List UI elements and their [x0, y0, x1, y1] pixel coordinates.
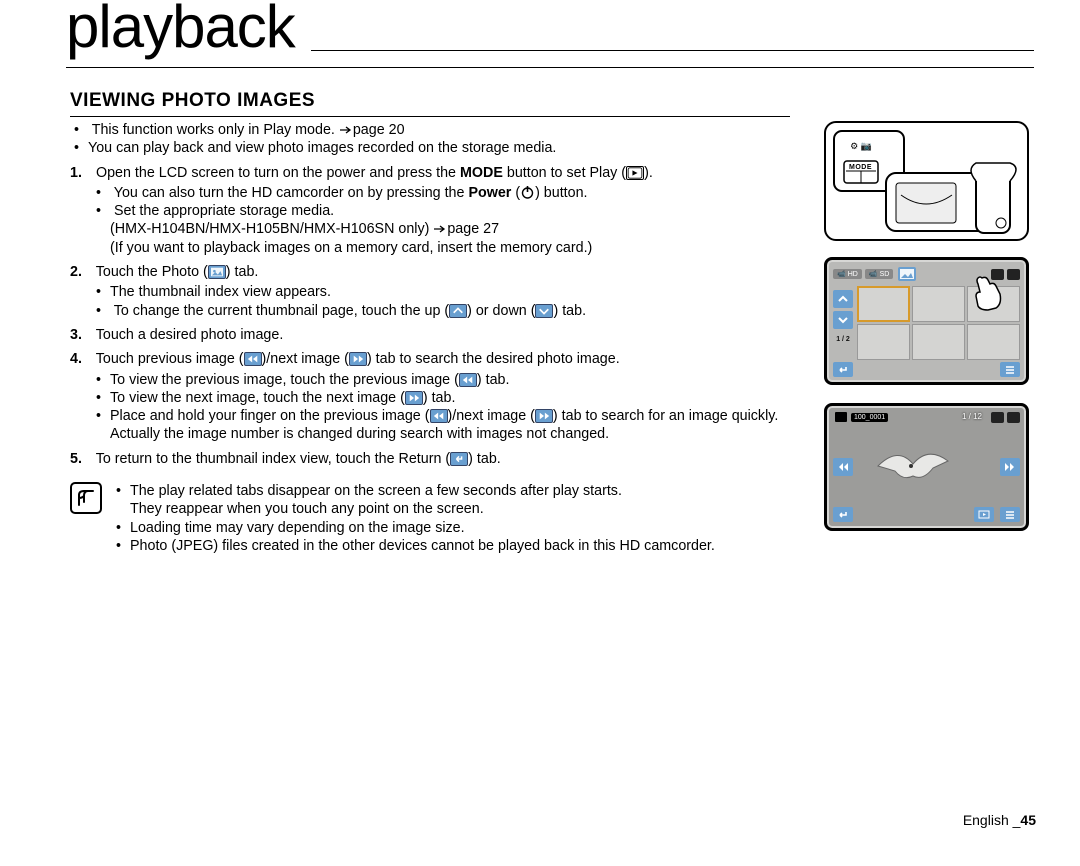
note-block: The play related tabs disappear on the s…: [70, 482, 814, 555]
step-4-sub-1: To view the previous image, touch the pr…: [110, 371, 814, 389]
mode-label: MODE: [460, 165, 503, 181]
body-text: This function works only in Play mode. p…: [70, 121, 824, 555]
note-1: The play related tabs disappear on the s…: [130, 482, 814, 519]
step-1-sub-2: Set the appropriate storage media. (HMX-…: [110, 202, 814, 257]
memory-icon: [991, 412, 1004, 423]
scroll-up-button: [833, 290, 853, 308]
step-4-sub-2: To view the next image, touch the next i…: [110, 389, 814, 407]
photo-mode-icon: [835, 412, 847, 422]
title-wrap: playback: [66, 33, 1040, 61]
thumbnail-screen-illustration: 📹HD 📹SD 1 / 2: [824, 257, 1029, 385]
intro-bullet-1: This function works only in Play mode. p…: [88, 121, 814, 139]
scroll-down-button: [833, 311, 853, 329]
steps-list: 1. Open the LCD screen to turn on the po…: [70, 164, 814, 468]
thumb-cell: [857, 324, 910, 360]
illustration-column: ⚙ 📷 MODE 📹HD 📹SD: [824, 121, 1034, 555]
intro-bullet-2: You can play back and view photo images …: [88, 139, 814, 157]
step-5: 5. To return to the thumbnail index view…: [70, 450, 814, 468]
next-image-icon: [535, 409, 553, 423]
photo-tab: [898, 267, 916, 281]
step-2: 2. Touch the Photo () tab. The thumbnail…: [70, 263, 814, 320]
step-1: 1. Open the LCD screen to turn on the po…: [70, 164, 814, 257]
prev-image-icon: [244, 352, 262, 366]
counter-label: 1 / 12: [962, 412, 982, 421]
slideshow-button: [974, 507, 994, 522]
photo-tab-icon: [208, 265, 226, 279]
thumb-cell: [912, 286, 965, 322]
note-icon: [70, 482, 102, 514]
power-icon: [520, 185, 535, 200]
up-tab-icon: [449, 304, 467, 318]
return-tab-icon: [450, 452, 468, 466]
step-1-sub-1: You can also turn the HD camcorder on by…: [110, 184, 814, 202]
thumb-cell: [857, 286, 910, 322]
battery-icon: [1007, 269, 1020, 280]
sd-tab: 📹SD: [865, 269, 893, 279]
next-image-icon: [349, 352, 367, 366]
step-4-sub-3: Place and hold your finger on the previo…: [110, 407, 814, 444]
step-2-sub-1: The thumbnail index view appears.: [110, 283, 814, 301]
step-3: 3. Touch a desired photo image.: [70, 326, 814, 344]
next-image-icon: [405, 391, 423, 405]
page-number: 45: [1020, 812, 1036, 828]
down-tab-icon: [535, 304, 553, 318]
step-2-sub-2: To change the current thumbnail page, to…: [110, 302, 814, 320]
note-2: Loading time may vary depending on the i…: [130, 519, 814, 537]
next-button: [1000, 458, 1020, 476]
thumb-cell: [912, 324, 965, 360]
intro-bullets: This function works only in Play mode. p…: [70, 121, 814, 158]
play-mode-icon: [626, 166, 644, 180]
thumb-cell: [967, 324, 1020, 360]
filename-label: 100_0001: [851, 413, 888, 422]
power-label: Power: [468, 185, 511, 201]
prev-image-icon: [459, 373, 477, 387]
prev-button: [833, 458, 853, 476]
note-3: Photo (JPEG) files created in the other …: [130, 537, 814, 555]
seagull-photo: [873, 436, 953, 496]
page-title: playback: [66, 0, 311, 57]
heading-rule: [70, 116, 790, 117]
photo-screen-illustration: 100_0001 1 / 12: [824, 403, 1029, 531]
return-button: [833, 507, 853, 522]
mode-button-label: MODE: [849, 164, 872, 171]
svg-text:⚙ 📷: ⚙ 📷: [850, 141, 872, 151]
camera-illustration: ⚙ 📷 MODE: [824, 121, 1029, 241]
section-heading: VIEWING PHOTO IMAGES: [70, 90, 1040, 112]
menu-button: [1000, 507, 1020, 522]
hd-tab: 📹HD: [833, 269, 862, 279]
return-button: [833, 362, 853, 377]
bottom-rule: [66, 67, 1034, 68]
prev-image-icon: [430, 409, 448, 423]
crossref-arrow-icon: [339, 125, 353, 135]
menu-button: [1000, 362, 1020, 377]
page-footer: English _45: [963, 812, 1036, 828]
crossref-arrow-icon: [433, 224, 447, 234]
page-indicator: 1 / 2: [833, 336, 853, 343]
pointing-hand-icon: [966, 272, 1008, 314]
manual-page: playback VIEWING PHOTO IMAGES This funct…: [0, 0, 1080, 866]
battery-icon: [1007, 412, 1020, 423]
step-4: 4. Touch previous image ()/next image ()…: [70, 350, 814, 443]
